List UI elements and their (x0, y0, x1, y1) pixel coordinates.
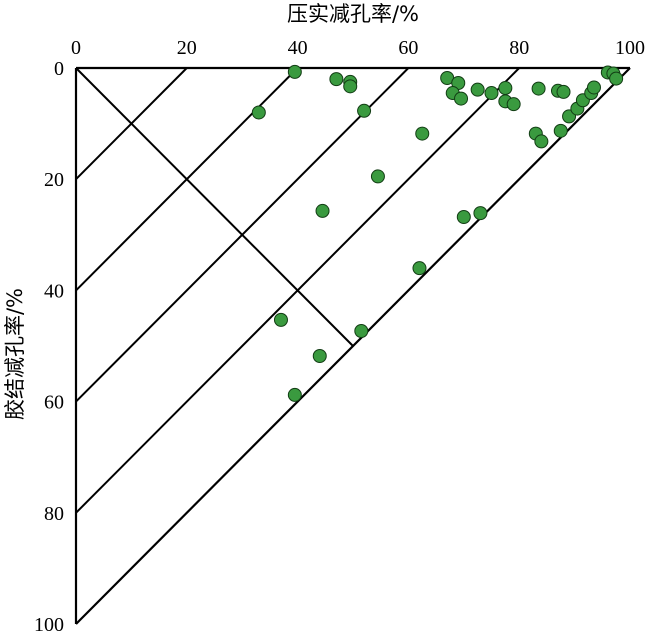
triangle-frame (74, 66, 631, 625)
data-point (415, 126, 430, 141)
y-tick-label: 100 (34, 614, 64, 634)
data-point (456, 210, 471, 225)
data-point (329, 72, 344, 87)
y-axis-ticks: 0 20 40 60 80 100 (34, 58, 64, 634)
hypotenuse-line (75, 67, 631, 625)
data-point (534, 134, 549, 149)
x-axis-ticks: 0 20 40 60 80 100 (71, 37, 645, 59)
data-points (251, 64, 624, 402)
data-point (454, 91, 469, 106)
x-tick-label: 60 (398, 37, 418, 59)
data-point (357, 103, 372, 118)
y-tick-label: 0 (54, 58, 64, 80)
x-tick-label: 40 (288, 37, 308, 59)
y-tick-label: 40 (44, 280, 64, 302)
y-tick-label: 80 (44, 503, 64, 525)
x-tick-label: 20 (177, 37, 197, 59)
data-point (556, 84, 571, 99)
data-point (343, 79, 358, 94)
x-tick-label: 100 (615, 37, 645, 59)
y-tick-label: 20 (44, 169, 64, 191)
data-point (354, 323, 369, 338)
data-point (506, 97, 521, 112)
data-point (470, 82, 485, 97)
data-point (370, 169, 385, 184)
data-point (586, 80, 601, 95)
x-tick-label: 0 (71, 37, 81, 59)
data-point (287, 64, 302, 79)
data-point (315, 203, 330, 218)
data-point (273, 312, 288, 327)
y-axis-title: 胶结减孔率/% (3, 288, 27, 420)
data-point (473, 206, 488, 221)
data-point (498, 81, 513, 96)
data-point (251, 105, 266, 120)
x-tick-label: 80 (509, 37, 529, 59)
data-point (531, 81, 546, 96)
guide-lines (75, 67, 520, 514)
diagonal-line (75, 67, 354, 347)
data-point (484, 86, 499, 101)
data-point (412, 261, 427, 276)
x-axis-title: 压实减孔率/% (287, 2, 419, 26)
data-point (553, 123, 568, 138)
data-point (609, 71, 624, 86)
y-tick-label: 60 (44, 392, 64, 414)
data-point (312, 349, 327, 364)
data-point (287, 387, 302, 402)
